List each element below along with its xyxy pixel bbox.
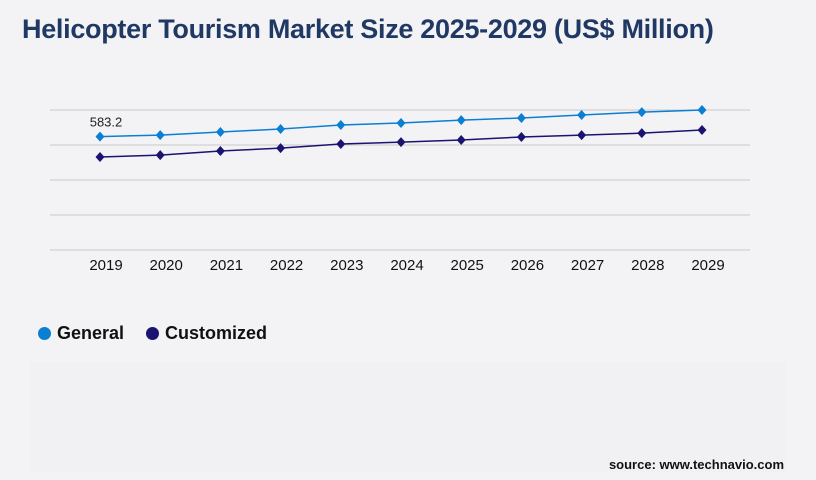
data-point — [95, 131, 105, 142]
x-tick-label: 2026 — [511, 257, 544, 274]
legend-marker-icon — [38, 327, 51, 340]
x-tick-label: 2023 — [330, 257, 363, 274]
x-tick-label: 2020 — [150, 257, 183, 274]
data-point — [456, 134, 466, 145]
legend-marker-icon — [146, 327, 160, 340]
legend-label: General — [57, 323, 125, 343]
data-point — [215, 146, 225, 157]
data-point — [396, 137, 406, 148]
x-tick-label: 2028 — [631, 257, 664, 274]
data-point — [276, 143, 286, 154]
legend: General Customized — [38, 323, 267, 344]
data-point — [336, 139, 346, 150]
data-point — [155, 150, 165, 161]
x-tick-label: 2025 — [451, 257, 484, 274]
legend-item-customized: Customized — [146, 323, 267, 344]
data-point — [456, 115, 466, 126]
data-point — [276, 124, 286, 135]
line-chart: 2019 2020 2021 2022 2023 2024 2025 2026 2027 2028… — [50, 105, 750, 274]
data-point — [697, 125, 707, 136]
data-point — [697, 105, 707, 115]
data-point — [516, 112, 526, 123]
data-point — [516, 132, 526, 143]
data-point — [577, 130, 587, 141]
data-point — [577, 110, 587, 121]
x-tick-label: 2019 — [89, 257, 122, 274]
source-text: source: www.technavio.com — [608, 457, 784, 472]
legend-item-general: General — [38, 323, 124, 344]
data-point — [637, 107, 647, 118]
x-tick-label: 2024 — [390, 257, 423, 274]
chart-title: Helicopter Tourism Market Size 2025-2029… — [22, 14, 714, 44]
data-point — [215, 126, 225, 137]
x-tick-label: 2021 — [210, 257, 243, 274]
data-point — [95, 152, 105, 163]
data-point — [155, 130, 165, 141]
x-tick-label: 2027 — [571, 257, 604, 274]
data-point — [396, 118, 406, 129]
data-point — [637, 128, 647, 139]
background-panel — [30, 362, 786, 472]
legend-label: Customized — [165, 323, 268, 343]
data-label: 583.2 — [90, 115, 123, 130]
x-tick-label: 2029 — [691, 257, 724, 274]
x-tick-label: 2022 — [270, 257, 303, 274]
data-point — [336, 119, 346, 130]
